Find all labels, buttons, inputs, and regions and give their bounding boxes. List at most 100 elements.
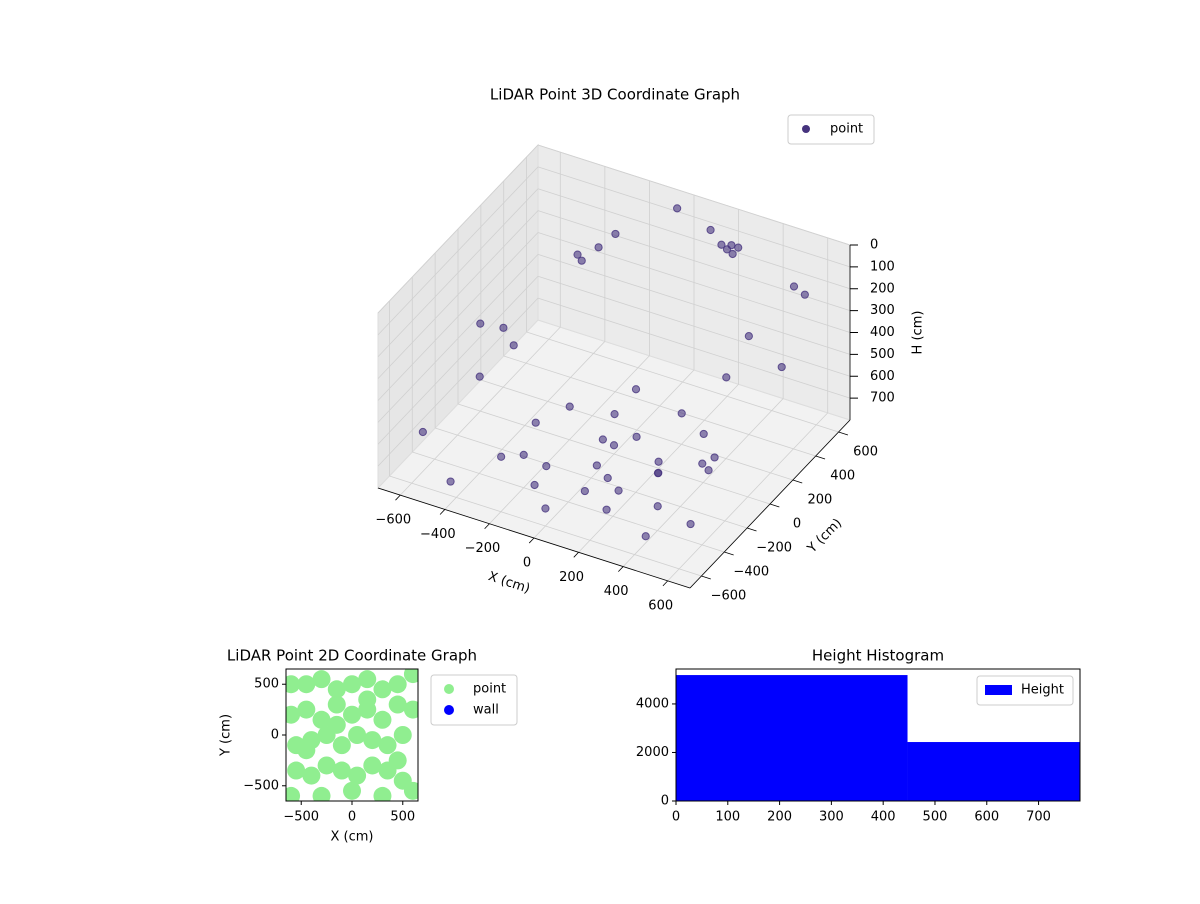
point — [332, 736, 351, 755]
point — [509, 341, 518, 350]
tick-mark — [528, 537, 535, 544]
point — [580, 486, 589, 496]
z-tick-label: 300 — [870, 303, 895, 318]
point — [686, 519, 695, 529]
x-tick-label: −200 — [465, 541, 501, 556]
y-tick-label: −600 — [711, 589, 747, 604]
axes-frame — [675, 668, 1081, 802]
point — [598, 435, 607, 444]
bar — [907, 742, 1080, 801]
legend: Height — [976, 675, 1074, 706]
point — [706, 225, 715, 235]
x-tick-label: 600 — [648, 598, 673, 613]
y-tick-label: 2000 — [636, 745, 669, 760]
y-axis-label: Y (cm) — [219, 714, 234, 757]
grid-line — [537, 210, 851, 312]
z-tick-label: 700 — [870, 391, 895, 406]
point — [727, 241, 736, 250]
point — [297, 700, 316, 719]
point — [378, 736, 397, 755]
point — [565, 402, 574, 411]
grid-line — [537, 144, 851, 246]
point — [789, 282, 799, 291]
point — [393, 726, 412, 744]
point — [497, 452, 506, 461]
point — [717, 240, 726, 249]
x-tick-label: 400 — [604, 584, 629, 599]
grid-line — [480, 379, 793, 481]
grid-line — [537, 297, 851, 399]
point — [286, 705, 301, 724]
x-tick-label: −400 — [420, 527, 456, 542]
tick-mark — [792, 479, 803, 484]
grid-line — [537, 188, 851, 290]
x-axis-line — [377, 487, 691, 589]
grid-line — [377, 166, 539, 336]
x-tick-label: 200 — [559, 570, 584, 585]
point — [297, 675, 316, 694]
point — [446, 477, 455, 486]
y-tick-label: 0 — [271, 728, 279, 743]
point — [286, 786, 301, 801]
x-tick-label: 100 — [715, 810, 740, 825]
z-tick-label: 500 — [870, 347, 895, 362]
legend-marker — [444, 684, 454, 694]
point — [602, 505, 611, 514]
grid-line — [377, 297, 539, 467]
tick-mark — [573, 552, 579, 558]
x-tick-label: 0 — [672, 810, 680, 825]
point — [499, 323, 508, 332]
point — [632, 432, 641, 441]
y-axis-label: Y (cm) — [804, 516, 845, 557]
y-tick-label: 0 — [661, 794, 669, 809]
x-tick-label: −600 — [375, 513, 411, 528]
y-tick-label: −400 — [733, 565, 769, 580]
point — [519, 450, 528, 460]
point — [418, 427, 427, 437]
point — [343, 705, 361, 724]
point — [673, 204, 682, 213]
x-tick-label: 600 — [974, 810, 999, 825]
point — [475, 372, 484, 381]
tick-mark — [838, 431, 849, 436]
point — [677, 409, 686, 418]
point — [573, 250, 582, 259]
legend-swatch — [985, 685, 1012, 695]
grid-line — [377, 188, 539, 358]
legend-label: point — [473, 682, 506, 697]
point — [594, 243, 603, 252]
point — [704, 466, 713, 475]
z-tick-label: 100 — [870, 259, 895, 274]
point — [286, 675, 301, 694]
point — [403, 781, 418, 800]
point — [348, 766, 367, 785]
point — [744, 332, 753, 341]
legend-label: point — [830, 122, 863, 137]
z-tick-label: 400 — [870, 325, 895, 340]
point — [327, 695, 346, 714]
grid-line — [389, 475, 702, 577]
point — [403, 700, 418, 719]
point — [476, 319, 485, 328]
point — [363, 756, 382, 775]
point — [530, 480, 539, 490]
tick-mark — [815, 455, 826, 460]
y-tick-label: 400 — [830, 469, 855, 484]
grid-line — [537, 253, 851, 355]
point — [710, 453, 719, 462]
point — [327, 715, 346, 734]
x-axis-label: X (cm) — [331, 830, 374, 845]
grid-line — [377, 232, 539, 401]
grid-line — [503, 355, 816, 457]
point — [653, 502, 662, 511]
x-tick-label: −500 — [283, 810, 319, 825]
point — [327, 680, 346, 699]
point — [614, 486, 623, 495]
point — [654, 457, 663, 466]
grid-line — [435, 427, 748, 529]
tick-mark — [662, 580, 669, 587]
x-tick-label: 500 — [390, 810, 415, 825]
point — [343, 781, 361, 800]
point — [611, 229, 620, 239]
point — [800, 290, 809, 299]
